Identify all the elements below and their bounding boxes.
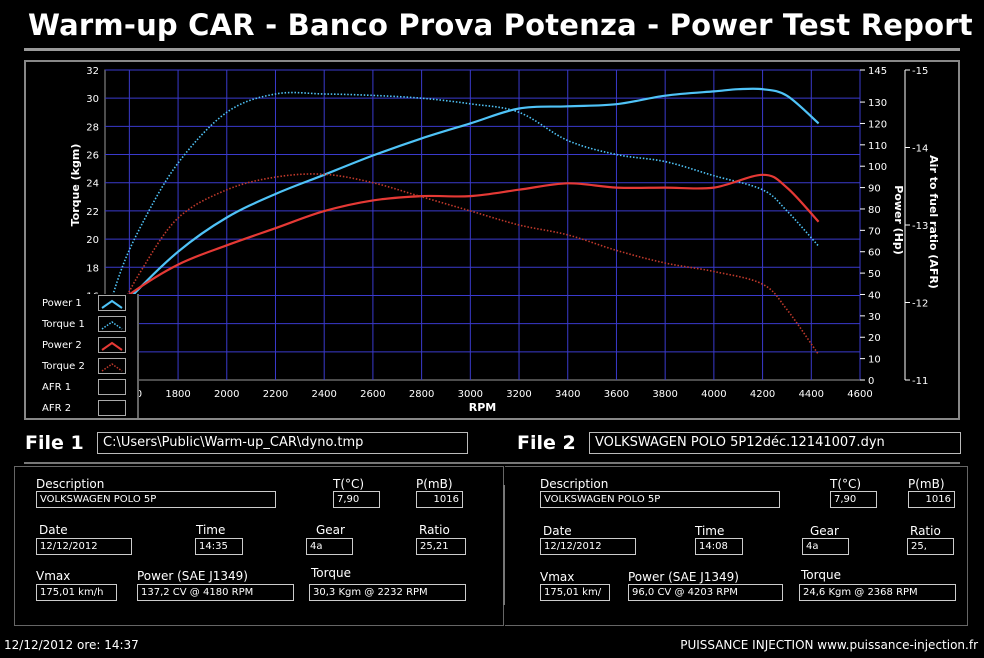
- r1-temp-label: T(°C): [333, 477, 365, 491]
- legend-swatch-power-1: [98, 295, 126, 311]
- r1-date-value: 12/12/2012: [36, 538, 132, 555]
- r2-power-label: Power (SAE J1349): [628, 570, 739, 584]
- r1-vmax-value: 175,01 km/h: [36, 584, 117, 601]
- legend-power-2: Power 2: [42, 340, 82, 351]
- legend-torque-2: Torque 2: [42, 361, 85, 372]
- r2-vmax-value: 175,01 km/: [540, 584, 610, 601]
- r2-time-value: 14:08: [695, 538, 743, 555]
- legend-swatch-afr-1: [98, 379, 126, 395]
- r2-description-label: Description: [540, 477, 609, 491]
- dyno-chart-frame: [24, 60, 960, 420]
- r2-vmax-label: Vmax: [540, 570, 575, 584]
- r2-date-value: 12/12/2012: [540, 538, 636, 555]
- legend-afr-1: AFR 1: [42, 382, 72, 393]
- footer-datetime: 12/12/2012 ore: 14:37: [4, 638, 139, 652]
- r2-ratio-label: Ratio: [910, 524, 941, 538]
- legend-torque-1: Torque 1: [42, 319, 85, 330]
- file-1-path[interactable]: C:\Users\Public\Warm-up_CAR\dyno.tmp: [97, 432, 468, 454]
- footer-brand: PUISSANCE INJECTION www.puissance-inject…: [680, 638, 978, 652]
- r1-ratio-label: Ratio: [419, 523, 450, 537]
- r1-torque-value: 30,3 Kgm @ 2232 RPM: [309, 584, 466, 601]
- r1-time-label: Time: [196, 523, 226, 537]
- r1-description-value: VOLKSWAGEN POLO 5P: [36, 491, 276, 508]
- r1-pressure-value: 1016: [416, 491, 463, 508]
- file-2-label: File 2: [517, 432, 576, 454]
- r1-description-label: Description: [36, 477, 105, 491]
- r2-torque-label: Torque: [801, 568, 841, 582]
- r1-power-value: 137,2 CV @ 4180 RPM: [137, 584, 294, 601]
- r1-torque-label: Torque: [311, 566, 351, 580]
- r1-pressure-label: P(mB): [416, 477, 453, 491]
- r2-pressure-label: P(mB): [908, 477, 945, 491]
- r1-vmax-label: Vmax: [36, 569, 71, 583]
- r2-temp-label: T(°C): [830, 477, 862, 491]
- r2-gear-value: 4a: [802, 538, 849, 555]
- r2-ratio-value: 25,: [907, 538, 954, 555]
- file-1-label: File 1: [25, 432, 84, 454]
- file-2-path[interactable]: VOLKSWAGEN POLO 5P12déc.12141007.dyn: [589, 432, 961, 454]
- r1-gear-value: 4a: [306, 538, 353, 555]
- report-title: Warm-up CAR - Banco Prova Potenza - Powe…: [28, 8, 973, 42]
- r1-power-label: Power (SAE J1349): [137, 569, 248, 583]
- legend-afr-2: AFR 2: [42, 403, 72, 414]
- r2-pressure-value: 1016: [908, 491, 955, 508]
- legend-swatch-torque-2: [98, 358, 126, 374]
- r2-description-value: VOLKSWAGEN POLO 5P: [540, 491, 780, 508]
- r2-gear-label: Gear: [810, 524, 839, 538]
- report-panel-2: [505, 466, 968, 626]
- r2-date-label: Date: [543, 524, 572, 538]
- panel-divider: [503, 485, 505, 605]
- r1-time-value: 14:35: [195, 538, 243, 555]
- r2-time-label: Time: [695, 524, 725, 538]
- legend-power-1: Power 1: [42, 298, 82, 309]
- legend-swatch-power-2: [98, 337, 126, 353]
- r2-temp-value: 7,90: [830, 491, 877, 508]
- r1-ratio-value: 25,21: [416, 538, 466, 555]
- chart-legend: Power 1 Torque 1 Power 2 Torque 2 AFR 1 …: [26, 294, 139, 418]
- legend-swatch-afr-2: [98, 400, 126, 416]
- section-divider: [24, 462, 960, 464]
- title-divider: [24, 48, 960, 51]
- r2-power-value: 96,0 CV @ 4203 RPM: [628, 584, 783, 601]
- r1-date-label: Date: [39, 523, 68, 537]
- legend-swatch-torque-1: [98, 316, 126, 332]
- r1-gear-label: Gear: [316, 523, 345, 537]
- r2-torque-value: 24,6 Kgm @ 2368 RPM: [799, 584, 956, 601]
- r1-temp-value: 7,90: [333, 491, 380, 508]
